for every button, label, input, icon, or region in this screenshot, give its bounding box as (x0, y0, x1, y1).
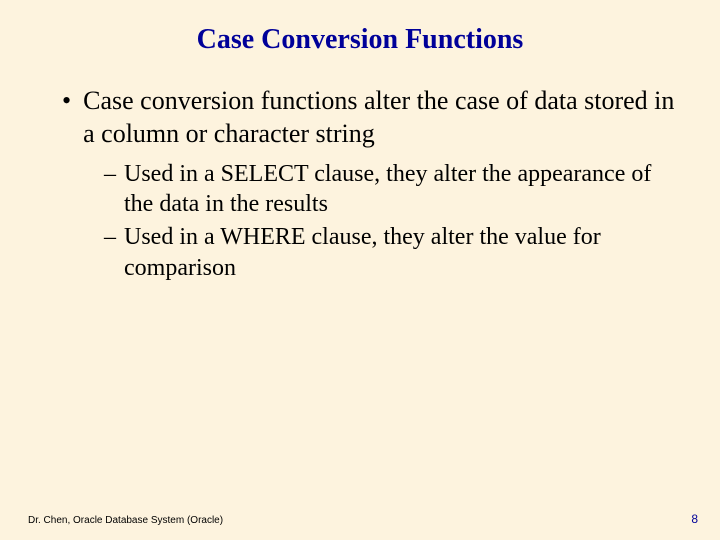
bullet-l2-text: Used in a SELECT clause, they alter the … (124, 159, 676, 220)
bullet-l2-text: Used in a WHERE clause, they alter the v… (124, 222, 676, 283)
bullet-l2-marker: – (104, 222, 116, 283)
bullet-level-2: – Used in a SELECT clause, they alter th… (104, 159, 676, 220)
footer-author: Dr. Chen, Oracle Database System (Oracle… (28, 515, 223, 526)
slide: Case Conversion Functions • Case convers… (0, 0, 720, 540)
slide-title: Case Conversion Functions (44, 24, 676, 56)
bullet-level-1: • Case conversion functions alter the ca… (62, 84, 676, 151)
bullet-l2-marker: – (104, 159, 116, 220)
bullet-l1-text: Case conversion functions alter the case… (83, 84, 676, 151)
bullet-l1-marker: • (62, 84, 71, 151)
page-number: 8 (691, 512, 698, 526)
bullet-level-2: – Used in a WHERE clause, they alter the… (104, 222, 676, 283)
